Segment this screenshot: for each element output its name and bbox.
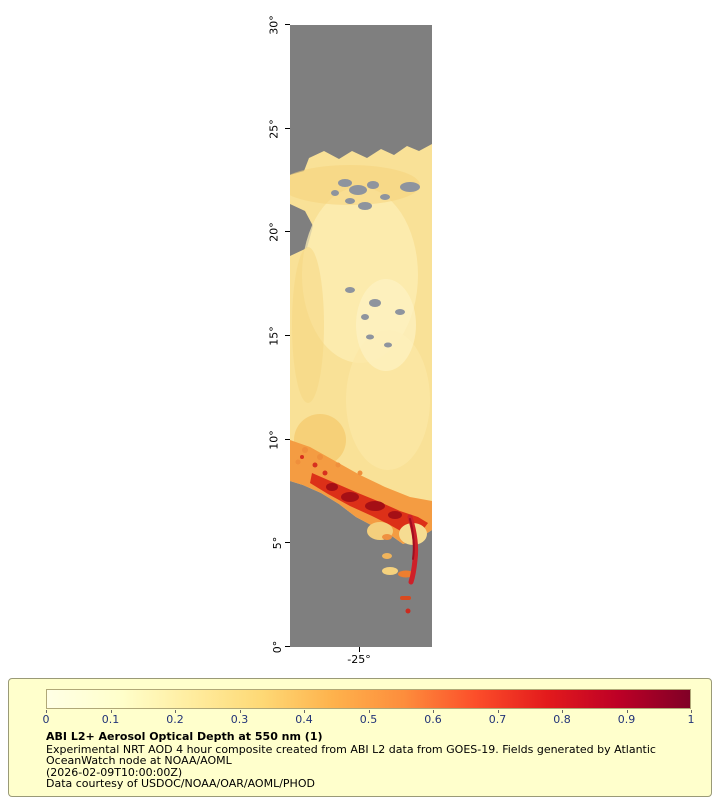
legend-credit: Data courtesy of USDOC/NOAA/OAR/AOML/PHO…	[46, 777, 315, 790]
colorbar	[46, 689, 691, 709]
legend-description-line2: OceanWatch node at NOAA/AOML	[46, 754, 232, 767]
aod-map	[290, 25, 432, 647]
red-streak	[407, 514, 419, 585]
lon-tick-label: -25°	[347, 653, 371, 666]
orange-speckles	[295, 447, 363, 476]
legend-description-line1: Experimental NRT AOD 4 hour composite cr…	[46, 742, 656, 756]
red-streak-core	[409, 518, 415, 560]
aod-texture	[290, 165, 430, 470]
detached-patches	[367, 522, 427, 614]
legend-panel: 0 0.1 0.2 0.3 0.4 0.5 0.6 0.7 0.8 0.9 1 ABI L2+ Ae…	[8, 678, 712, 797]
legend-timestamp: (2026-02-09T10:00:00Z)	[46, 765, 183, 779]
colorbar-ticks: 0 0.1 0.2 0.3 0.4 0.5 0.6 0.7 0.8 0.9 1	[43, 710, 695, 728]
legend-title: ABI L2+ Aerosol Optical Depth at 550 nm …	[46, 730, 323, 743]
gray-speckles	[331, 179, 420, 348]
legend-text: ABI L2+ Aerosol Optical Depth at 550 nm …	[46, 731, 656, 790]
aod-red-cores	[326, 483, 402, 519]
y-axis: 30° 25° 20° 15° 10° 5° 0°	[254, 15, 290, 653]
lon-tick-mark	[359, 647, 360, 652]
